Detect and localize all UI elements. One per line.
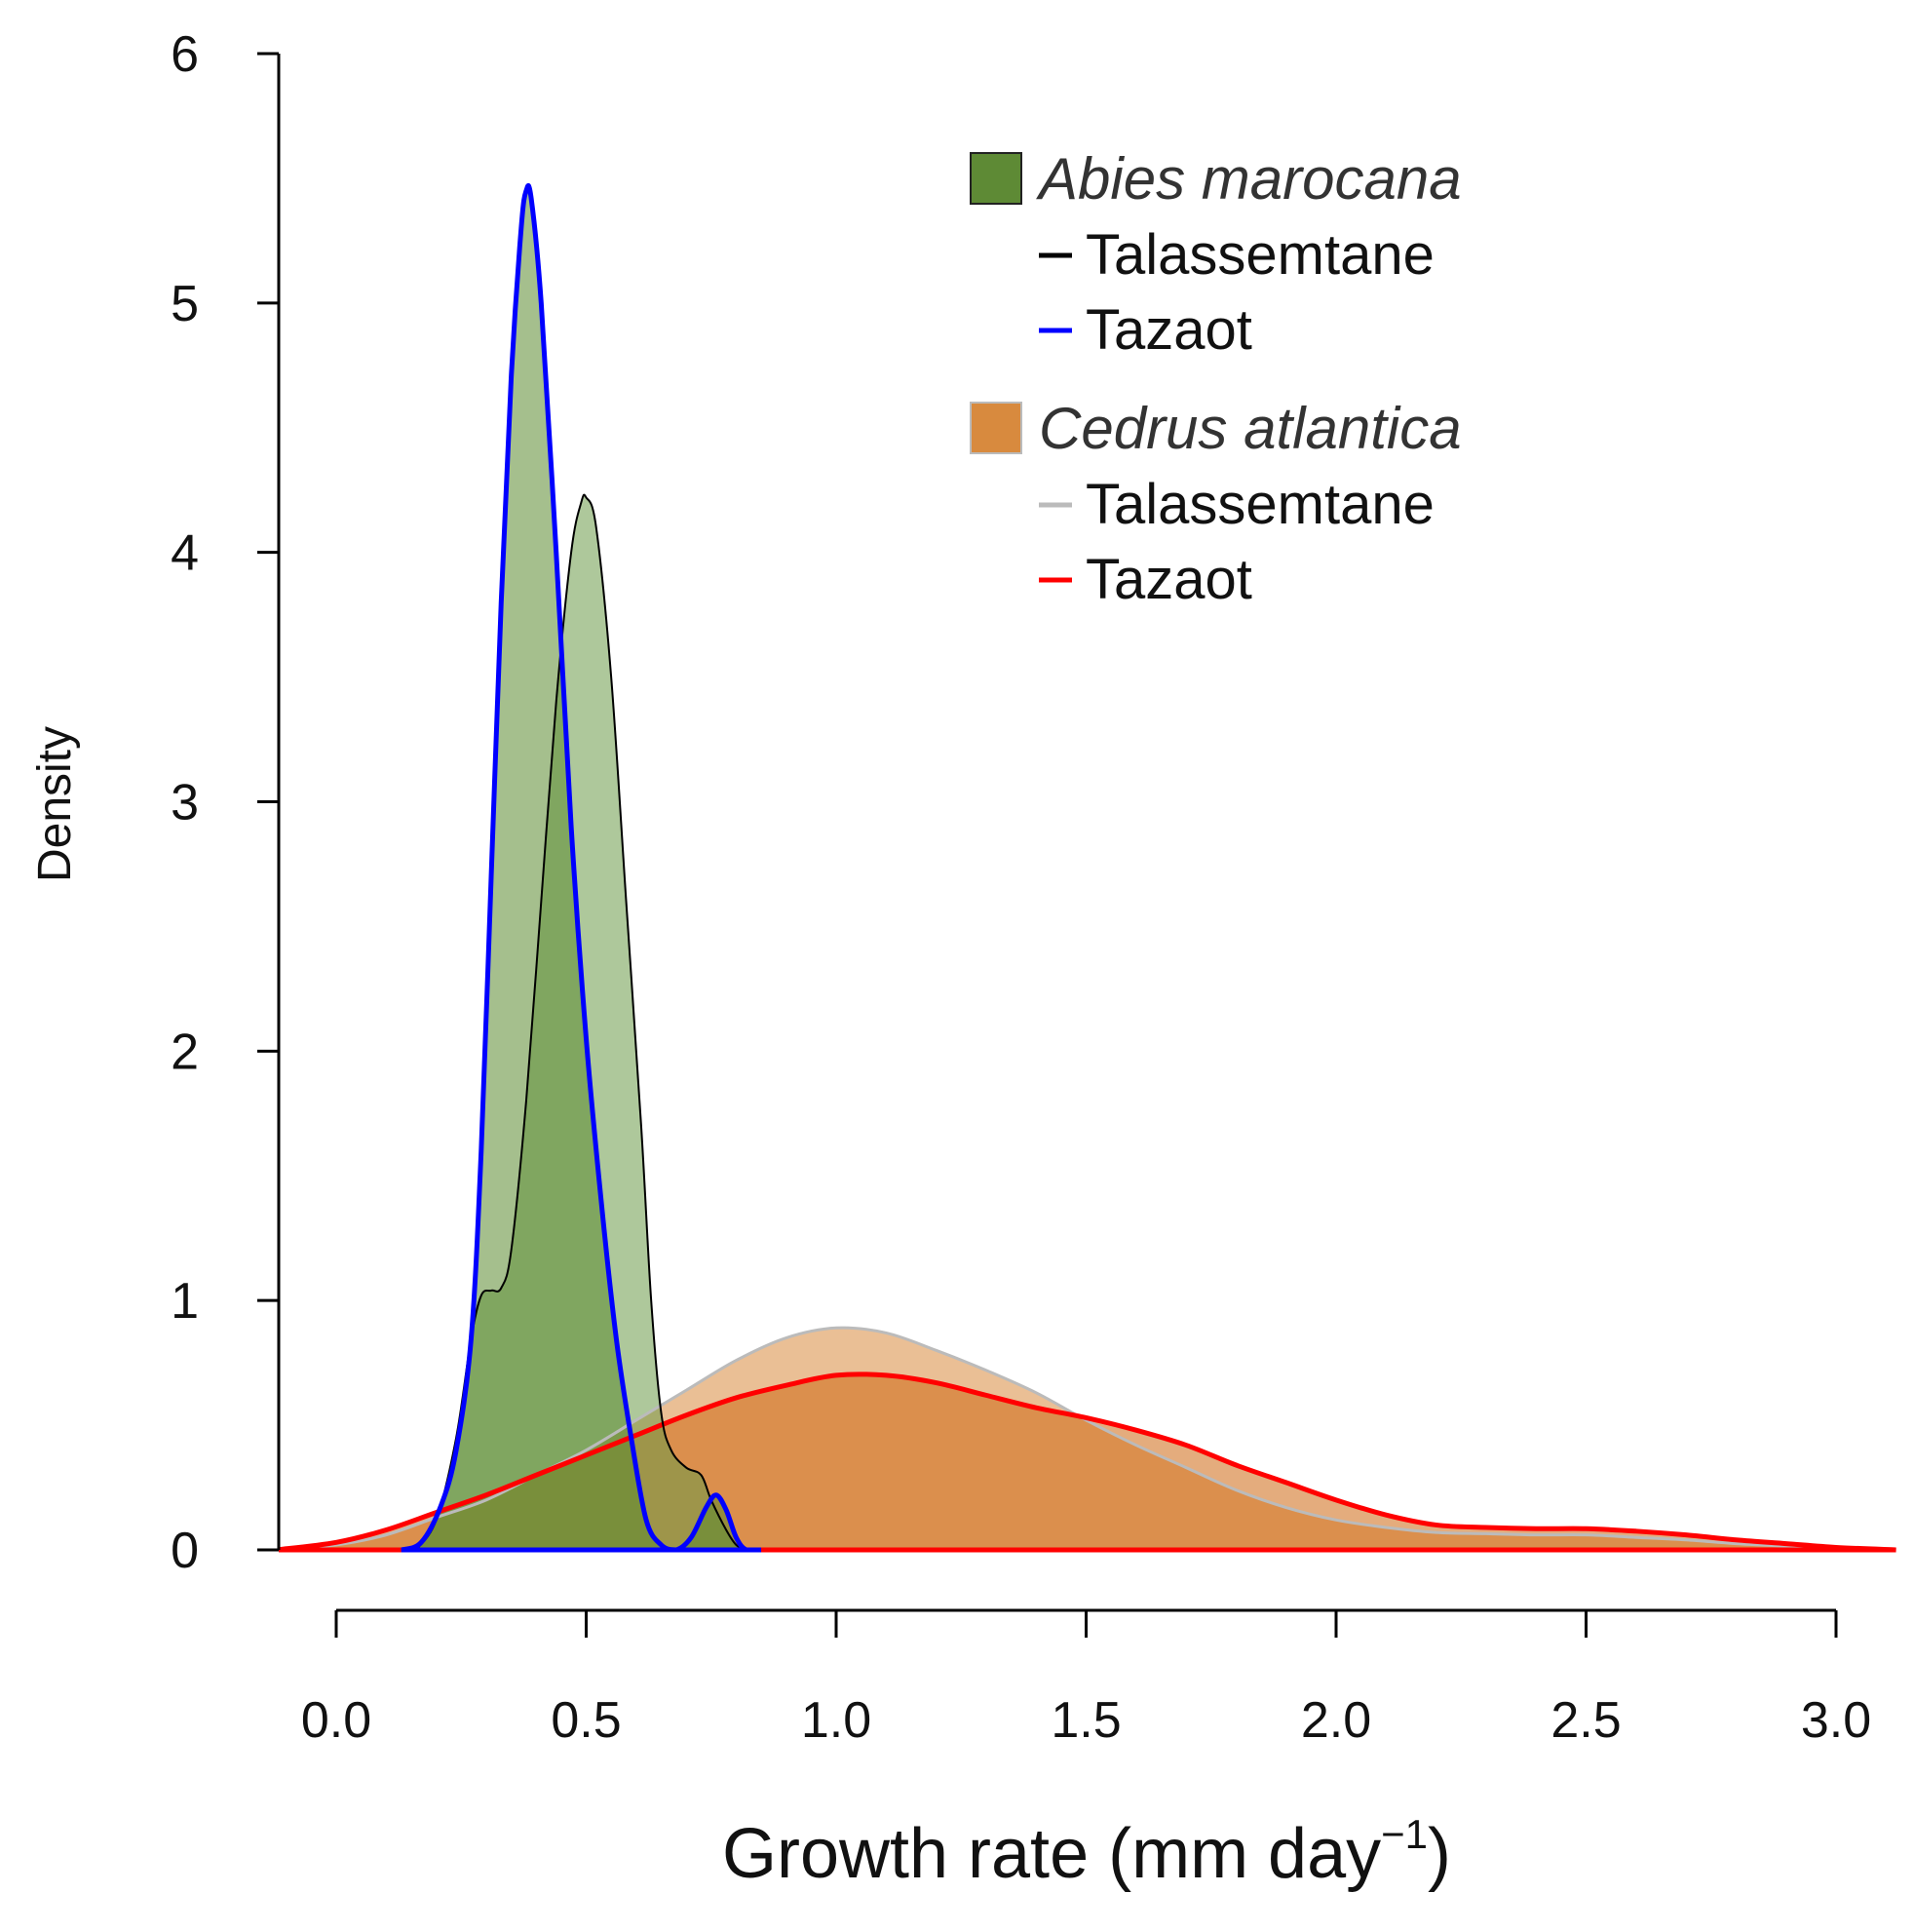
legend-swatch-cedrus [970,402,1022,454]
x-tick-label: 0.5 [551,1692,621,1749]
x-tick-label: 1.5 [1051,1692,1121,1749]
x-tick-label: 1.0 [801,1692,871,1749]
x-axis-title-main: Growth rate (mm day [722,1815,1381,1893]
density-line-abies-talassemtane [415,493,747,1551]
density-line-cedrus-tazaot [279,1372,1896,1553]
legend-label-abies-tazaot: Tazaot [1086,298,1252,362]
y-tick-label: 3 [171,775,199,831]
y-tick-label: 0 [171,1523,199,1579]
x-tick-label: 0.0 [301,1692,371,1749]
x-axis: 0.0 0.5 1.0 1.5 2.0 2.5 3.0 [301,1608,1871,1749]
x-axis-title: Growth rate (mm day−1) [722,1811,1451,1893]
x-axis-title-superscript: −1 [1381,1811,1428,1857]
y-tick-label: 2 [171,1024,199,1080]
legend-species-cedrus: Cedrus atlantica [1039,396,1462,461]
legend-species-abies: Abies marocana [1036,146,1462,212]
legend-label-abies-talassemtane: Talassemtane [1086,223,1435,287]
legend: Abies marocana Talassemtane Tazaot Cedru… [970,146,1462,611]
legend-label-cedrus-tazaot: Tazaot [1086,548,1252,611]
x-tick-label: 3.0 [1801,1692,1871,1749]
density-area-abies-tazaot [401,185,762,1550]
y-ticks: 0 1 2 3 4 5 6 [171,26,279,1579]
density-line-abies-tazaot [400,182,762,1553]
y-tick-label: 5 [171,276,199,332]
y-axis: 0 1 2 3 4 5 6 [171,26,281,1579]
x-ticks: 0.0 0.5 1.0 1.5 2.0 2.5 3.0 [301,1610,1871,1749]
x-tick-label: 2.5 [1550,1692,1621,1749]
x-axis-title-close: ) [1428,1815,1451,1893]
y-tick-label: 1 [171,1273,199,1330]
density-series [279,182,1896,1553]
legend-label-cedrus-talassemtane: Talassemtane [1086,473,1435,536]
y-axis-title: Density [29,726,81,882]
x-tick-label: 2.0 [1301,1692,1371,1749]
y-tick-label: 4 [171,525,199,582]
y-tick-label: 6 [171,26,199,83]
legend-swatch-abies [970,152,1022,205]
